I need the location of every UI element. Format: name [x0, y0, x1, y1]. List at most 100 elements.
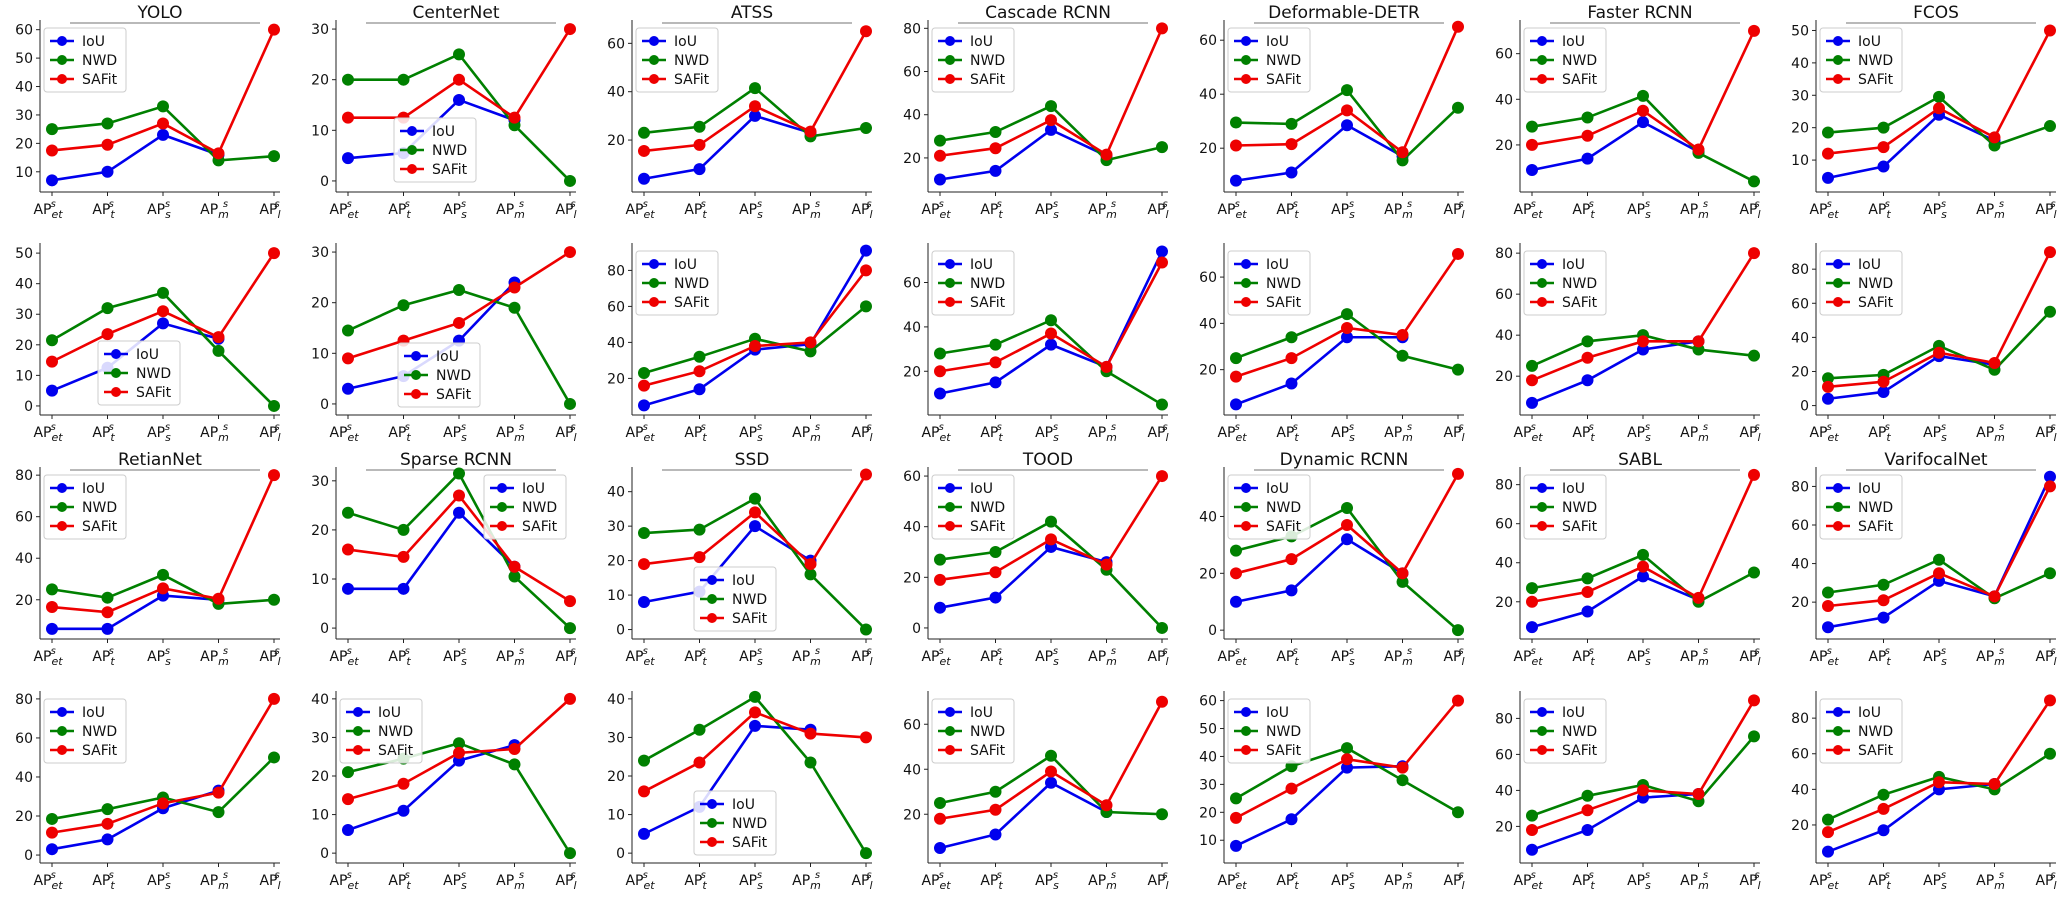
data-point-nwd	[1637, 89, 1649, 102]
data-point-safit	[157, 117, 169, 130]
data-point-safit	[1396, 328, 1409, 341]
y-tick-label: 80	[1495, 711, 1513, 727]
legend-marker-nwd	[1833, 726, 1843, 736]
data-point-safit	[934, 149, 946, 162]
series-line-iou	[1827, 354, 1995, 401]
legend: IoU NWD SAFit	[1227, 474, 1311, 540]
y-tick-label: 20	[1791, 121, 1809, 137]
data-point-safit	[934, 365, 946, 378]
x-tick-label: APss	[1035, 646, 1059, 668]
y-tick-label: 40	[607, 85, 625, 101]
data-point-safit	[1452, 20, 1464, 33]
x-tick-label: APss	[443, 870, 467, 892]
legend-label-safit: SAFit	[1562, 519, 1598, 535]
subplot-svg: 0 10 20 30 40 50 APets APts APss APms APls IoU NWD SA…	[15, 243, 281, 444]
series-line-iou	[1235, 764, 1403, 848]
series-line-iou	[643, 114, 811, 181]
data-point-safit	[1581, 586, 1594, 599]
legend-label-iou: IoU	[732, 797, 755, 813]
data-point-safit	[453, 73, 465, 86]
x-tick-label: APss	[739, 422, 763, 444]
subplot-22: 0 20 40 60 80 APets APts APss APms APls IoU NWD SAFi…	[0, 671, 295, 895]
legend-label-nwd: NWD	[82, 724, 117, 740]
y-tick-label: 80	[1791, 711, 1809, 727]
x-tick-label: APts	[1868, 870, 1891, 892]
legend-marker-safit	[1537, 297, 1547, 307]
legend-marker-iou	[945, 259, 955, 269]
legend-label-nwd: NWD	[970, 724, 1005, 740]
x-tick-label: APets	[1217, 422, 1247, 444]
legend-label-iou: IoU	[522, 481, 545, 497]
data-point-safit	[989, 566, 1002, 579]
y-tick-label: 20	[1495, 369, 1513, 385]
data-point-iou	[1637, 343, 1649, 356]
y-tick-label: 20	[903, 151, 921, 167]
y-tick-label: 60	[1495, 747, 1513, 763]
series-line-iou	[1827, 782, 1995, 853]
x-tick-label: APls	[259, 422, 280, 444]
legend: IoU NWD SAFit	[339, 698, 423, 764]
y-tick-label: 40	[1791, 557, 1809, 573]
data-point-iou	[1341, 331, 1353, 344]
data-point-nwd	[101, 302, 114, 315]
y-tick-label: 40	[1791, 330, 1809, 346]
x-tick-label: APss	[443, 199, 467, 221]
data-point-safit	[749, 100, 761, 113]
subplot-svg: YOLO 10 20 30 40 50 60 APets APts APss APms APls IoU…	[15, 3, 280, 221]
y-tick-label: 60	[1199, 33, 1217, 49]
data-point-nwd	[453, 467, 465, 480]
x-tick-label: APts	[1572, 199, 1595, 221]
legend-label-safit: SAFit	[970, 743, 1006, 759]
data-point-nwd	[1692, 343, 1705, 356]
data-point-safit	[453, 316, 465, 329]
data-point-iou	[1877, 385, 1890, 398]
legend: IoU NWD SAFit	[1227, 698, 1311, 764]
data-point-safit	[1341, 322, 1353, 334]
subplot-svg: Deformable-DETR 20 40 60 APets APts APss APms AP…	[1199, 3, 1464, 221]
data-point-nwd	[860, 121, 872, 134]
legend-marker-nwd	[649, 278, 659, 288]
legend: IoU NWD SAFit	[931, 698, 1015, 764]
legend-label-nwd: NWD	[1562, 724, 1597, 740]
subplot-11: 20 40 60 APets APts APss APms APls IoU NWD SAFit	[888, 223, 1183, 447]
series-line-iou	[1235, 537, 1404, 604]
legend-marker-safit	[945, 74, 955, 84]
y-tick-label: 60	[903, 469, 921, 485]
data-point-nwd	[1637, 548, 1649, 561]
data-point-iou	[989, 828, 1002, 841]
data-point-nwd	[1452, 624, 1464, 637]
data-point-safit	[157, 305, 169, 318]
subplot-title: Sparse RCNN	[400, 450, 512, 470]
x-tick-label: APls	[1739, 422, 1760, 444]
x-tick-label: APets	[33, 199, 63, 221]
subplot-title: TOOD	[1022, 450, 1073, 470]
data-point-iou	[1045, 338, 1057, 351]
legend-marker-nwd	[411, 370, 421, 380]
data-point-nwd	[638, 367, 650, 379]
x-tick-label: APms	[792, 870, 821, 892]
y-tick-label: 50	[15, 246, 33, 262]
data-point-iou	[1230, 398, 1242, 411]
legend: IoU NWD SAFit	[931, 27, 1015, 93]
y-tick-label: 20	[1199, 566, 1217, 582]
legend-marker-iou	[945, 483, 955, 493]
legend-marker-safit	[411, 389, 421, 399]
y-tick-label: 10	[607, 808, 625, 824]
data-point-safit	[934, 812, 946, 825]
series-line-safit	[643, 473, 868, 567]
legend-marker-nwd	[1241, 502, 1251, 512]
subplot-svg: FCOS 10 20 30 40 50 APets APts APss APms APls IoU NW…	[1791, 3, 2056, 221]
legend-marker-safit	[1241, 297, 1251, 307]
data-point-safit	[1156, 695, 1168, 708]
subplot-10: 20 40 60 80 APets APts APss APms APls IoU NWD SAFit	[592, 223, 887, 447]
data-point-safit	[453, 746, 465, 759]
subplot-svg: TOOD 0 20 40 60 APets APts APss APms APls IoU NWD SA…	[903, 450, 1168, 668]
legend-marker-safit	[57, 745, 67, 755]
y-tick-label: 30	[15, 108, 33, 124]
y-tick-label: 20	[15, 809, 33, 825]
data-point-safit	[101, 328, 114, 341]
legend-marker-iou	[1537, 259, 1547, 269]
x-tick-label: APts	[980, 199, 1003, 221]
y-tick-label: 10	[1791, 153, 1809, 169]
